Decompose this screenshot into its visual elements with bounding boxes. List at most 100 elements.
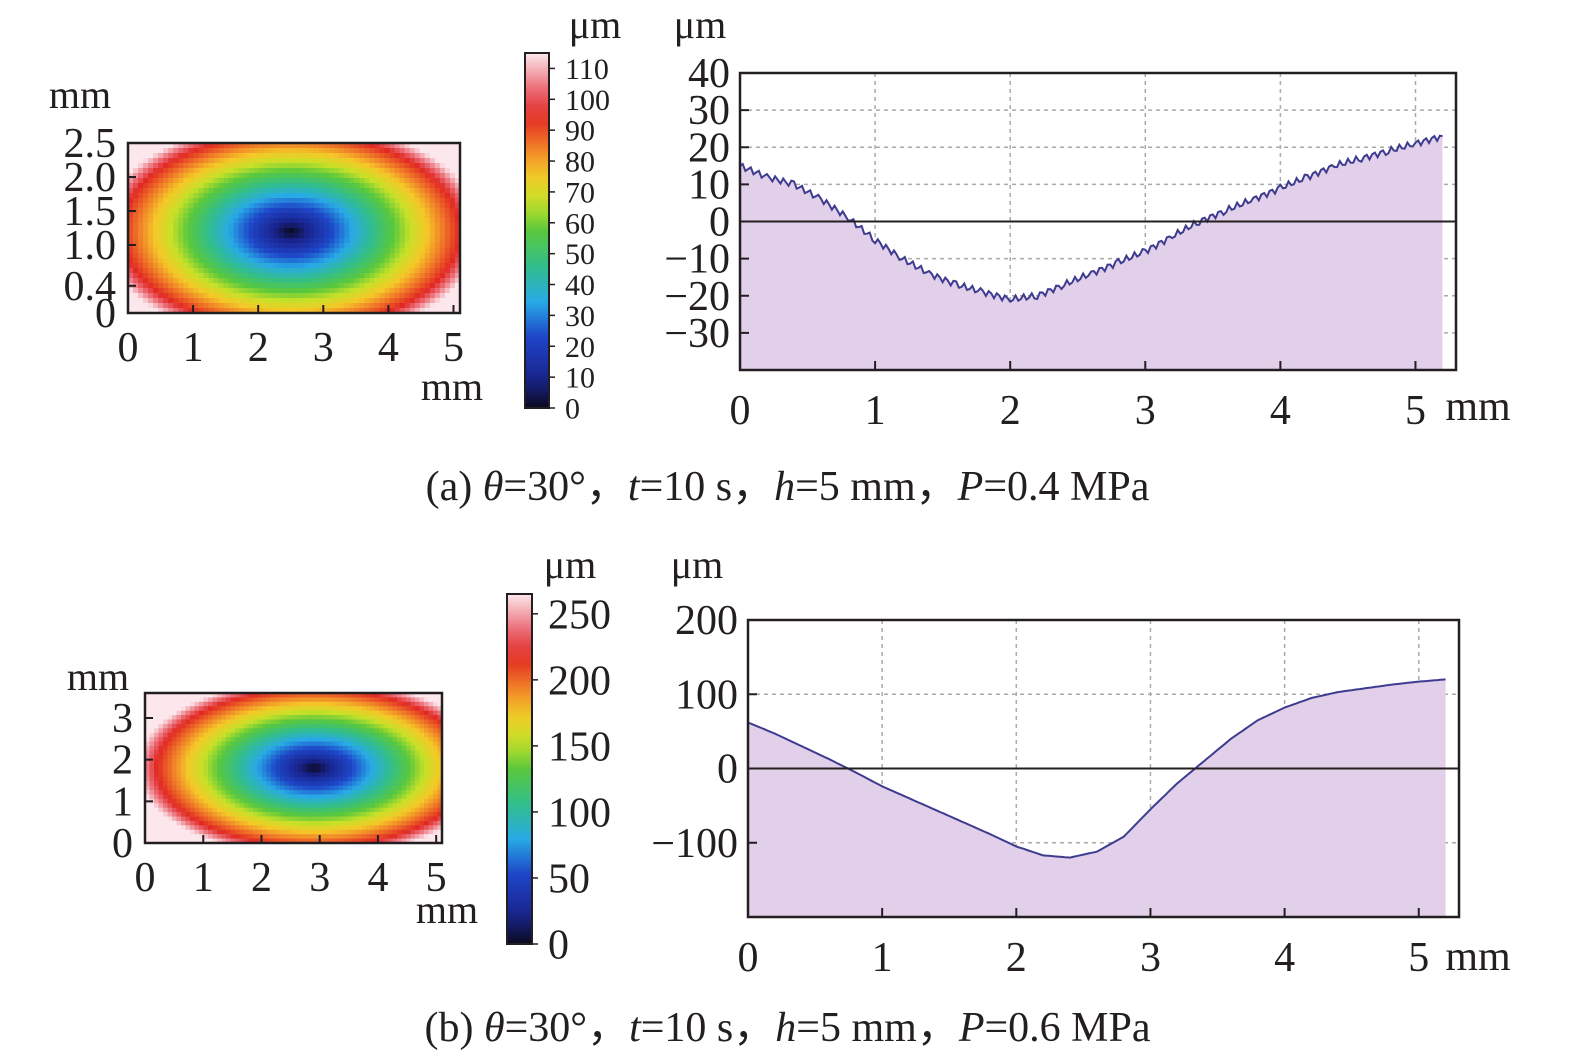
heatmap-cell — [329, 153, 335, 159]
heatmap-cell — [278, 158, 285, 164]
heatmap-cell — [257, 728, 263, 734]
heatmap-cell — [154, 785, 160, 791]
heatmap-cell — [325, 728, 331, 734]
heatmap-cell — [325, 834, 331, 840]
heatmap-cell — [203, 745, 209, 751]
colorbar-tick-label: 100 — [565, 84, 610, 117]
heatmap-cell — [401, 807, 407, 813]
heatmap-cell — [316, 701, 322, 707]
heatmap-cell — [299, 228, 305, 234]
heatmap-cell — [172, 825, 178, 831]
heatmap-cell — [193, 213, 200, 219]
heatmap-cell — [410, 820, 416, 826]
heatmap-cell — [344, 213, 350, 219]
heatmap-cell — [243, 238, 250, 244]
heatmap-cell — [188, 308, 194, 314]
heatmap-cell — [253, 283, 260, 289]
heatmap-cell — [253, 238, 260, 244]
heatmap-cell — [424, 188, 431, 194]
heatmap-cell — [309, 213, 315, 219]
heatmap-cell — [223, 308, 230, 314]
heatmap-cell — [409, 263, 416, 269]
heatmap-cell — [334, 263, 340, 269]
heatmap-cell — [379, 732, 385, 738]
heatmap-cell — [181, 737, 187, 743]
heatmap-cell — [320, 776, 326, 782]
heatmap-cell — [419, 803, 425, 809]
heatmap-cell — [194, 719, 200, 725]
heatmap-cell — [208, 203, 215, 209]
heatmap-cell — [258, 298, 265, 304]
heatmap-cell — [239, 785, 245, 791]
heatmap-cell — [299, 288, 305, 294]
heatmap-cell — [354, 198, 360, 204]
heatmap-cell — [158, 701, 164, 707]
heatmap-cell — [283, 278, 290, 284]
heatmap-cell — [419, 834, 425, 840]
heatmap-cell — [379, 745, 385, 751]
heatmap-cell — [320, 715, 326, 721]
heatmap-cell — [233, 148, 240, 154]
heatmap-cell — [428, 715, 434, 721]
heatmap-cell — [414, 278, 421, 284]
heatmap-cell — [244, 794, 250, 800]
heatmap-cell — [288, 173, 295, 179]
heatmap-cell — [188, 303, 194, 309]
heatmap-cell — [185, 745, 191, 751]
heatmap-cell — [369, 238, 376, 244]
heatmap-cell — [347, 816, 353, 822]
heatmap-cell — [379, 728, 385, 734]
heatmap-cell — [226, 838, 232, 844]
heatmap-cell — [424, 178, 431, 184]
heatmap-cell — [424, 293, 431, 299]
heatmap-cell — [133, 298, 139, 304]
heatmap-cell — [289, 772, 295, 778]
heatmap-cell — [374, 268, 381, 274]
heatmap-cell — [288, 248, 295, 254]
heatmap-cell — [248, 754, 254, 760]
heatmap-cell — [437, 798, 443, 804]
heatmap-cell — [347, 803, 353, 809]
heatmap-cell — [389, 173, 396, 179]
heatmap-cell — [419, 812, 425, 818]
heatmap-cell — [280, 701, 286, 707]
heatmap-cell — [148, 173, 154, 179]
heatmap-cell — [294, 278, 300, 284]
heatmap-cell — [388, 728, 394, 734]
heatmap-cell — [213, 263, 220, 269]
heatmap-cell — [153, 158, 159, 164]
heatmap-cell — [314, 223, 320, 229]
heatmap-cell — [266, 719, 272, 725]
heatmap-cell — [384, 193, 391, 199]
heatmap-cell — [415, 820, 421, 826]
heatmap-cell — [383, 794, 389, 800]
heatmap-cell — [268, 143, 275, 149]
heatmap-cell — [221, 745, 227, 751]
colorbar-tick-label: 0 — [548, 923, 569, 969]
heatmap-cell — [203, 697, 209, 703]
heatmap-cell — [325, 776, 331, 782]
heatmap-cell — [374, 243, 381, 249]
heatmap-cell — [344, 283, 350, 289]
heatmap-cell — [163, 228, 169, 234]
heatmap-cell — [268, 238, 275, 244]
heatmap-cell — [248, 776, 254, 782]
heatmap-cell — [188, 233, 194, 239]
heatmap-cell — [172, 838, 178, 844]
heatmap-cell — [389, 303, 396, 309]
heatmap-cell — [401, 825, 407, 831]
heatmap-cell — [293, 798, 299, 804]
heatmap-cell — [233, 168, 240, 174]
heatmap-cell — [248, 268, 255, 274]
heatmap-cell — [294, 228, 300, 234]
heatmap-cell — [354, 263, 360, 269]
heatmap-cell — [154, 838, 160, 844]
heatmap-cell — [198, 208, 205, 214]
heatmap-cell — [454, 218, 461, 224]
heatmap-cell — [414, 218, 421, 224]
heatmap-cell — [284, 834, 290, 840]
heatmap-cell — [158, 803, 164, 809]
heatmap-cell — [383, 710, 389, 716]
heatmap-cell — [406, 768, 412, 774]
heatmap-cell — [454, 253, 461, 259]
